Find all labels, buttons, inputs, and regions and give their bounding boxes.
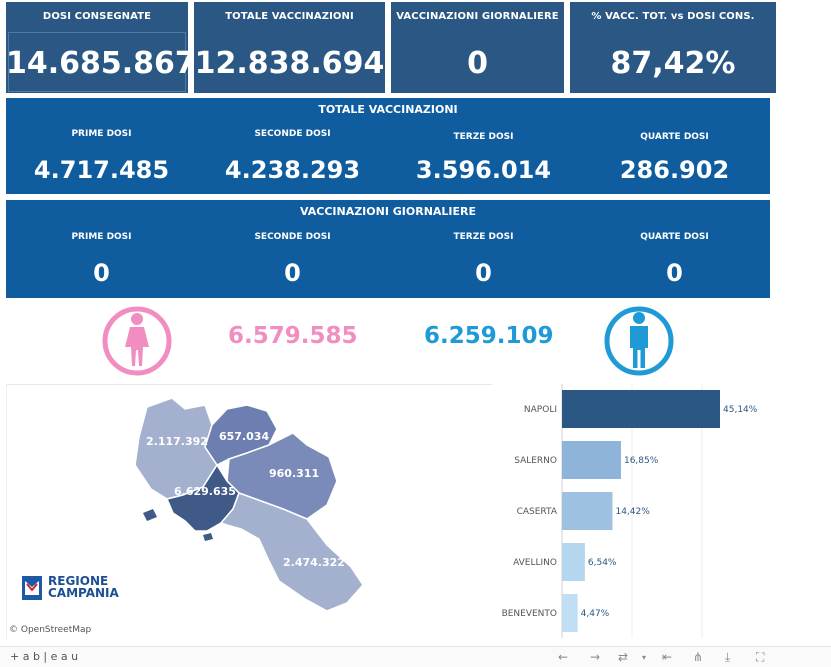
map-shapes [134, 397, 364, 612]
cell-value: 4.717.485 [33, 156, 170, 184]
vaccinazioni-giornaliere-panel: VACCINAZIONI GIORNALIERE PRIME DOSI 0 SE… [6, 200, 770, 298]
bar-avellino[interactable] [562, 543, 585, 581]
bar-napoli[interactable] [562, 390, 720, 428]
kpi-totale-vaccinazioni: TOTALE VACCINAZIONI 12.838.694 [194, 2, 385, 93]
kpi-value: 87,42% [610, 46, 736, 81]
tableau-logo[interactable]: + a b | e a u [10, 650, 79, 663]
province-salerno [219, 492, 364, 612]
tableau-footer: + a b | e a u ← → ⇄ ▾ ⇤ ⋔ ⤓ ⛶ [0, 646, 831, 667]
cell-value: 4.238.293 [224, 156, 361, 184]
kpi-selected-box [8, 32, 186, 92]
download-icon[interactable]: ⤓ [725, 650, 731, 664]
bar-value-label: 45,14% [723, 405, 758, 415]
cell-label: TERZE DOSI [453, 232, 514, 242]
seconde-dosi-cell: SECONDE DOSI 4.238.293 [197, 129, 388, 184]
totale-vaccinazioni-panel: TOTALE VACCINAZIONI PRIME DOSI 4.717.485… [6, 98, 770, 194]
cell-label: TERZE DOSI [453, 132, 514, 142]
logo-line1: REGIONE [48, 574, 109, 588]
bar-value-label: 14,42% [615, 507, 650, 517]
map-value-salerno: 2.474.322 [283, 556, 345, 569]
bar-chart-svg: NAPOLI 45,14% SALERNO 16,85% CASERTA 14,42% AV… [502, 384, 758, 638]
terze-dosi-cell: TERZE DOSI 3.596.014 [388, 132, 579, 184]
redo-icon[interactable]: → [590, 650, 601, 664]
map-value-avellino: 960.311 [269, 467, 320, 480]
share-icon[interactable]: ⋔ [693, 650, 704, 664]
kpi-vaccinazioni-giornaliere: VACCINAZIONI GIORNALIERE 0 [391, 2, 564, 93]
bar-salerno[interactable] [562, 441, 621, 479]
map-attribution[interactable]: © OpenStreetMap [9, 625, 92, 635]
kpi-value: 14.685.867 [6, 46, 196, 81]
kpi-label: % VACC. TOT. vs DOSI CONS. [591, 11, 755, 22]
bar-value-label: 16,85% [624, 456, 659, 466]
cell-label: PRIME DOSI [71, 129, 132, 139]
cell-label: QUARTE DOSI [640, 232, 709, 242]
kpi-value: 12.838.694 [194, 46, 385, 81]
seconde-dosi-cell: SECONDE DOSI 0 [197, 232, 388, 287]
regione-campania-logo: REGIONE CAMPANIA [21, 575, 121, 607]
map-value-napoli: 6.629.635 [174, 485, 236, 498]
category-label: SALERNO [514, 456, 557, 466]
terze-dosi-cell: TERZE DOSI 0 [388, 232, 579, 287]
category-label: CASERTA [517, 507, 558, 517]
cell-value: 0 [93, 259, 110, 287]
panel-title: VACCINAZIONI GIORNALIERE [299, 205, 477, 218]
map-value-benevento: 657.034 [219, 430, 270, 443]
category-label: NAPOLI [524, 405, 557, 415]
fullscreen-icon[interactable]: ⛶ [756, 650, 765, 664]
cell-label: SECONDE DOSI [254, 129, 331, 139]
quarte-dosi-cell: QUARTE DOSI 0 [579, 232, 770, 287]
cell-value: 0 [284, 259, 301, 287]
male-icon [604, 306, 674, 376]
cell-label: QUARTE DOSI [640, 132, 709, 142]
cell-value: 3.596.014 [415, 156, 552, 184]
category-label: AVELLINO [513, 558, 557, 568]
province-bar-chart: NAPOLI 45,14% SALERNO 16,85% CASERTA 14,42% AV… [494, 384, 770, 638]
map-value-caserta: 2.117.392 [146, 435, 208, 448]
cell-value: 0 [475, 259, 492, 287]
prime-dosi-cell: PRIME DOSI 4.717.485 [6, 129, 197, 184]
prime-dosi-cell: PRIME DOSI 0 [6, 232, 197, 287]
dropdown-icon[interactable]: ▾ [642, 653, 647, 662]
logo-line2: CAMPANIA [48, 586, 119, 600]
regione-crest-icon [22, 576, 42, 600]
female-icon [102, 306, 172, 376]
undo-icon[interactable]: ← [558, 650, 569, 664]
bar-value-label: 6,54% [588, 558, 617, 568]
panel-title: TOTALE VACCINAZIONI [318, 103, 458, 116]
kpi-percentuale: % VACC. TOT. vs DOSI CONS. 87,42% [570, 2, 776, 93]
campania-map[interactable]: 2.117.392 657.034 960.311 6.629.635 2.47… [6, 384, 492, 639]
cell-value: 0 [666, 259, 683, 287]
bar-caserta[interactable] [562, 492, 613, 530]
cell-label: PRIME DOSI [71, 232, 132, 242]
kpi-dosi-consegnate: DOSI CONSEGNATE 14.685.867 [6, 2, 196, 93]
cell-label: SECONDE DOSI [254, 232, 331, 242]
island-ischia [143, 509, 157, 521]
bar-benevento[interactable] [562, 594, 578, 632]
kpi-label: TOTALE VACCINAZIONI [225, 11, 354, 22]
island-capri [203, 533, 213, 541]
category-label: BENEVENTO [502, 609, 557, 619]
bar-value-label: 4,47% [581, 609, 610, 619]
female-count: 6.579.585 [228, 323, 358, 349]
kpi-label: DOSI CONSEGNATE [42, 11, 152, 22]
quarte-dosi-cell: QUARTE DOSI 286.902 [579, 132, 770, 184]
kpi-value: 0 [467, 46, 488, 81]
male-count: 6.259.109 [424, 323, 554, 349]
revert-icon[interactable]: ⇄ [618, 650, 629, 664]
cell-value: 286.902 [619, 156, 730, 184]
first-icon[interactable]: ⇤ [662, 650, 673, 664]
kpi-label: VACCINAZIONI GIORNALIERE [396, 11, 559, 22]
